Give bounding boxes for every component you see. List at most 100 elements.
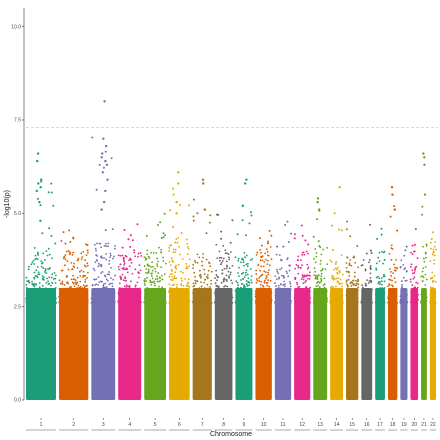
snp-point: [326, 263, 329, 266]
snp-point: [29, 294, 32, 297]
peak-point: [104, 159, 107, 163]
snp-point: [108, 292, 110, 295]
snp-point: [399, 299, 402, 301]
snp-point: [369, 299, 372, 302]
peak-point: [245, 178, 248, 181]
snp-point: [168, 250, 171, 252]
peak-point: [104, 189, 107, 193]
snp-point: [300, 267, 302, 269]
snp-point: [333, 268, 335, 271]
snp-point: [409, 251, 412, 254]
snp-point: [80, 296, 83, 298]
snp-point: [157, 288, 160, 291]
snp-point: [246, 273, 249, 276]
snp-point: [59, 289, 62, 292]
snp-point: [424, 251, 427, 254]
snp-point: [44, 259, 46, 261]
snp-point: [334, 262, 337, 265]
snp-point: [228, 267, 231, 269]
snp-point: [336, 271, 339, 274]
snp-point: [434, 302, 437, 304]
snp-point: [240, 258, 243, 261]
snp-point: [243, 292, 246, 294]
snp-point: [234, 256, 237, 259]
snp-point: [295, 281, 298, 284]
snp-point: [37, 291, 40, 294]
snp-point: [241, 293, 243, 296]
snp-point: [322, 301, 325, 304]
snp-point: [317, 240, 320, 243]
snp-point: [93, 243, 96, 246]
snp-point: [114, 274, 116, 277]
snp-point: [200, 297, 203, 300]
snp-point: [196, 293, 199, 295]
snp-point: [37, 254, 40, 256]
snp-point: [257, 300, 259, 303]
snp-point: [159, 296, 162, 299]
snp-point: [170, 244, 173, 246]
snp-point: [200, 285, 203, 288]
snp-point: [431, 271, 434, 274]
peak-point: [40, 178, 43, 181]
snp-point: [352, 299, 355, 301]
snp-point: [59, 293, 62, 296]
snp-point: [30, 296, 33, 299]
snp-point: [51, 273, 54, 276]
snp-point: [289, 299, 292, 302]
snp-point: [108, 273, 111, 276]
snp-point: [231, 282, 234, 284]
snp-point: [164, 234, 166, 237]
snp-point: [315, 255, 318, 258]
snp-point: [43, 298, 45, 301]
snp-point: [128, 288, 131, 291]
snp-point: [76, 289, 78, 291]
snp-point: [174, 251, 177, 254]
snp-point: [378, 291, 380, 294]
snp-point: [96, 259, 98, 262]
snp-point: [86, 262, 89, 265]
snp-point: [64, 258, 67, 261]
snp-point: [261, 259, 264, 262]
snp-point: [225, 260, 228, 263]
snp-point: [293, 277, 296, 279]
snp-point: [403, 254, 406, 257]
chromosome-band-16: [361, 288, 373, 400]
snp-point: [156, 263, 159, 265]
snp-point: [402, 300, 404, 303]
snp-point: [314, 275, 317, 277]
snp-point: [288, 294, 291, 297]
snp-point: [364, 301, 367, 304]
snp-point: [300, 224, 303, 227]
snp-point: [145, 268, 148, 270]
snp-point: [383, 291, 386, 294]
snp-point: [238, 297, 241, 300]
snp-point: [153, 292, 156, 295]
peak-point: [177, 171, 180, 174]
snp-point: [94, 261, 97, 264]
snp-point: [33, 277, 36, 280]
snp-point: [96, 291, 99, 294]
snp-point: [241, 282, 244, 285]
snp-point: [315, 251, 318, 254]
snp-point: [84, 259, 87, 262]
snp-point: [404, 249, 407, 252]
snp-point: [36, 251, 39, 254]
snp-point: [43, 295, 45, 298]
snp-point: [185, 297, 188, 299]
snp-point: [91, 136, 94, 139]
snp-point: [91, 301, 94, 304]
snp-point: [208, 300, 211, 302]
snp-point: [254, 293, 257, 296]
snp-point: [393, 205, 396, 208]
snp-point: [136, 281, 139, 284]
snp-point: [59, 282, 62, 285]
snp-point: [295, 291, 297, 293]
snp-point: [151, 269, 154, 272]
snp-point: [244, 274, 247, 277]
snp-point: [249, 259, 252, 262]
snp-point: [227, 270, 230, 273]
snp-point: [176, 300, 179, 303]
snp-point: [98, 281, 101, 283]
snp-point: [169, 294, 171, 297]
snp-point: [220, 298, 223, 301]
